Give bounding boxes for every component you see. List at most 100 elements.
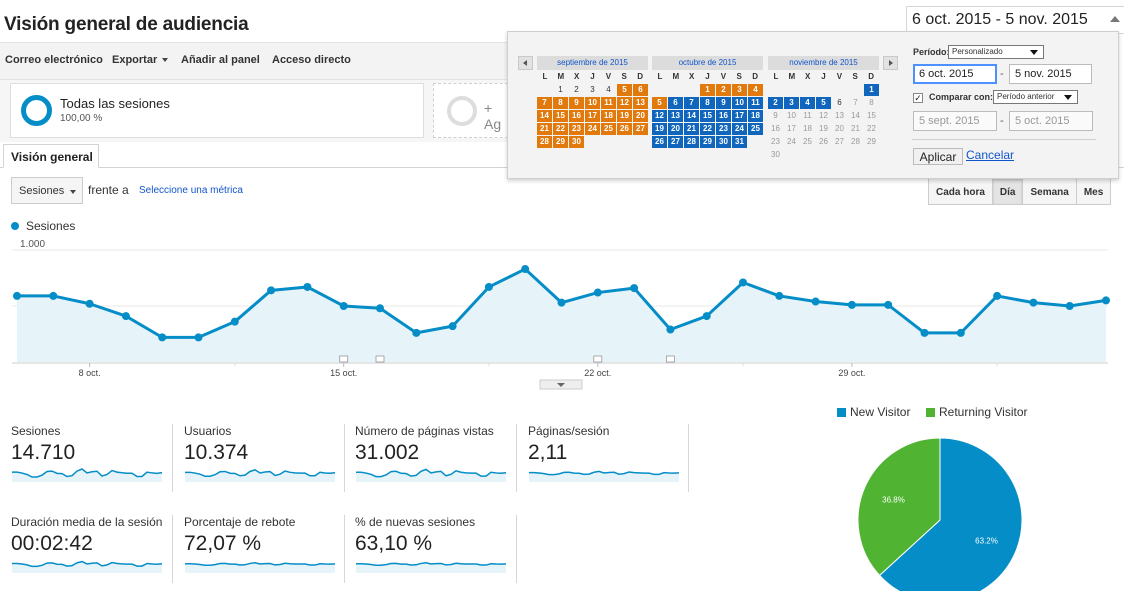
data-point[interactable] (920, 328, 929, 337)
data-point[interactable] (267, 286, 276, 295)
calendar-day[interactable]: 3 (732, 84, 747, 96)
calendar-day[interactable]: 31 (732, 136, 747, 148)
calendar-day[interactable]: 4 (601, 84, 616, 96)
period-dropdown[interactable]: Personalizado (948, 45, 1044, 59)
data-point[interactable] (557, 298, 566, 307)
calendar-day[interactable]: 25 (800, 136, 815, 148)
data-point[interactable] (1102, 296, 1110, 305)
export-button[interactable]: Exportar (112, 54, 169, 66)
calendar-day[interactable]: 18 (601, 110, 616, 122)
calendar-day[interactable]: 14 (848, 110, 863, 122)
add-segment-button[interactable]: + Ag (433, 83, 513, 138)
sessions-line-chart[interactable]: 1.0005008 oct.15 oct.22 oct.29 oct. (0, 238, 1124, 394)
calendar-day[interactable]: 10 (585, 97, 600, 109)
calendar-day[interactable]: 27 (832, 136, 847, 148)
data-point[interactable] (739, 278, 747, 287)
pie-slice[interactable] (857, 437, 941, 577)
calendar-day[interactable]: 22 (864, 123, 879, 135)
calendar-day[interactable]: 6 (832, 97, 847, 109)
start-date-input[interactable]: 6 oct. 2015 (913, 64, 997, 84)
apply-button[interactable]: Aplicar (913, 148, 963, 165)
calendar-day[interactable]: 16 (768, 123, 783, 135)
calendar-day[interactable]: 15 (864, 110, 879, 122)
data-point[interactable] (993, 291, 1002, 300)
calendar-day[interactable]: 30 (768, 149, 783, 161)
calendar-day[interactable]: 13 (832, 110, 847, 122)
calendar-day[interactable]: 15 (553, 110, 568, 122)
pie-legend-item[interactable]: New Visitor (837, 405, 910, 419)
calendar-day[interactable]: 1 (700, 84, 715, 96)
calendar-day[interactable]: 2 (716, 84, 731, 96)
calendar-day[interactable]: 18 (748, 110, 763, 122)
calendar-day[interactable]: 16 (569, 110, 584, 122)
calendar-day[interactable]: 30 (569, 136, 584, 148)
segment-all-sessions[interactable]: Todas las sesiones 100,00 % (10, 83, 424, 138)
calendar-day[interactable]: 23 (569, 123, 584, 135)
calendar-day[interactable]: 18 (800, 123, 815, 135)
calendar-day[interactable]: 3 (784, 97, 799, 109)
calendar-day[interactable]: 20 (633, 110, 648, 122)
calendar-day[interactable]: 17 (732, 110, 747, 122)
data-point[interactable] (630, 284, 639, 293)
calendar-day[interactable]: 22 (553, 123, 568, 135)
calendar-day[interactable]: 26 (816, 136, 831, 148)
data-point[interactable] (847, 300, 856, 309)
granularity-button[interactable]: Semana (1022, 178, 1077, 205)
data-point[interactable] (194, 333, 203, 342)
calendar-day[interactable]: 4 (800, 97, 815, 109)
calendar-day[interactable]: 9 (569, 97, 584, 109)
calendar-day[interactable]: 24 (732, 123, 747, 135)
data-point[interactable] (376, 304, 384, 313)
calendar-day[interactable]: 5 (652, 97, 667, 109)
calendar-day[interactable]: 10 (732, 97, 747, 109)
visitor-type-pie-chart[interactable]: 63.2% 36.8% (852, 432, 1028, 591)
add-to-dashboard-button[interactable]: Añadir al panel (181, 54, 260, 66)
calendar-day[interactable]: 10 (784, 110, 799, 122)
calendar-day[interactable]: 1 (553, 84, 568, 96)
calendar-day[interactable]: 30 (716, 136, 731, 148)
data-point[interactable] (339, 302, 348, 310)
calendar-day[interactable]: 7 (848, 97, 863, 109)
compare-dropdown[interactable]: Período anterior (993, 90, 1078, 104)
compare-checkbox[interactable]: ✓ (913, 93, 923, 103)
annotation-icon[interactable] (593, 355, 603, 363)
data-point[interactable] (484, 282, 493, 291)
granularity-button[interactable]: Cada hora (928, 178, 993, 205)
calendar-day[interactable]: 12 (816, 110, 831, 122)
data-point[interactable] (593, 288, 602, 297)
calendar-day[interactable]: 28 (848, 136, 863, 148)
pie-slice[interactable] (878, 437, 1023, 591)
email-button[interactable]: Correo electrónico (5, 54, 103, 66)
calendar-day[interactable]: 3 (585, 84, 600, 96)
calendar-day[interactable]: 15 (700, 110, 715, 122)
calendar-day[interactable]: 7 (684, 97, 699, 109)
calendar-day[interactable]: 24 (585, 123, 600, 135)
annotation-icon[interactable] (375, 355, 385, 363)
data-point[interactable] (448, 322, 457, 331)
data-point[interactable] (775, 291, 784, 300)
calendar-day[interactable]: 20 (832, 123, 847, 135)
end-date-input[interactable]: 5 nov. 2015 (1009, 64, 1092, 84)
data-point[interactable] (158, 333, 167, 342)
calendar-day[interactable]: 12 (617, 97, 632, 109)
calendar-day[interactable]: 23 (716, 123, 731, 135)
calendar-day[interactable]: 6 (668, 97, 683, 109)
data-point[interactable] (13, 291, 21, 300)
calendar-day[interactable]: 28 (684, 136, 699, 148)
calendar-day[interactable]: 21 (537, 123, 552, 135)
calendar-day[interactable]: 17 (585, 110, 600, 122)
data-point[interactable] (230, 317, 239, 326)
compare-start-input[interactable]: 5 sept. 2015 (913, 111, 997, 131)
calendar-day[interactable]: 14 (537, 110, 552, 122)
calendar-day[interactable]: 19 (816, 123, 831, 135)
data-point[interactable] (884, 300, 893, 309)
data-point[interactable] (303, 282, 312, 291)
calendar-day[interactable]: 16 (716, 110, 731, 122)
calendar-day[interactable]: 2 (768, 97, 783, 109)
calendar-day[interactable]: 11 (800, 110, 815, 122)
calendar-day[interactable]: 5 (816, 97, 831, 109)
calendar-day[interactable]: 5 (617, 84, 632, 96)
granularity-button[interactable]: Mes (1075, 178, 1112, 205)
calendar-day[interactable]: 12 (652, 110, 667, 122)
metric-dropdown[interactable]: Sesiones (11, 177, 83, 204)
